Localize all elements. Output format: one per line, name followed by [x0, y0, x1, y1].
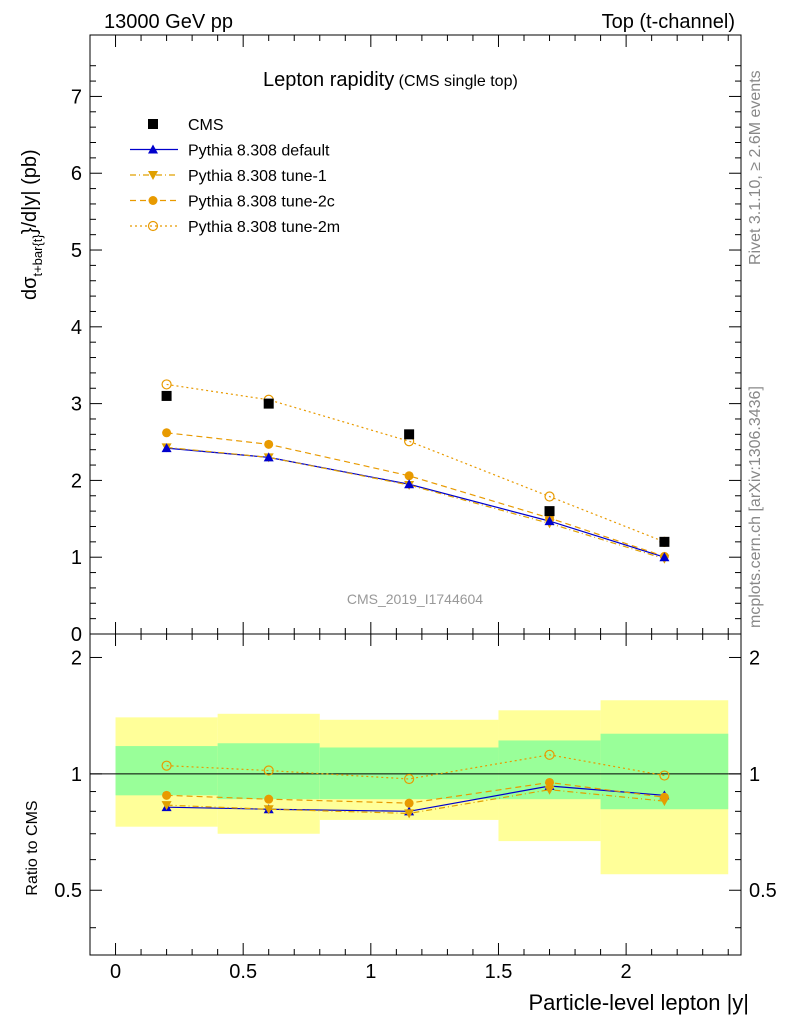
ratio-point — [545, 777, 555, 787]
legend-label: Pythia 8.308 tune-1 — [188, 168, 327, 185]
ratio-point — [404, 773, 415, 785]
legend-entry: Pythia 8.308 tune-1 — [130, 168, 327, 185]
series-line — [166, 447, 665, 558]
main-ylabel-rest: }/d|y| (pb) — [19, 149, 41, 234]
ratio-point — [161, 801, 172, 811]
series-line — [166, 446, 665, 560]
main-y-tick-label: 3 — [71, 394, 82, 416]
main-y-tick-label: 0 — [71, 624, 82, 646]
ratio-y-tick-label-right: 1 — [749, 764, 760, 786]
header-process-label: Top (t-channel) — [602, 11, 735, 33]
chart-title-main: Lepton rapidity — [263, 69, 394, 91]
legend-label: CMS — [188, 117, 224, 134]
data-point — [659, 536, 670, 547]
data-point — [263, 398, 274, 409]
chart-title: Lepton rapidity (CMS single top) — [263, 69, 518, 91]
legend-entry: Pythia 8.308 tune-2c — [130, 194, 335, 211]
mcplots-reference-label: mcplots.cern.ch [arXiv:1306.3436] — [747, 386, 764, 628]
main-y-tick-label: 7 — [71, 86, 82, 108]
main-ylabel: dσt+bar{t}}/d|y| (pb) — [19, 149, 45, 300]
legend-marker — [148, 171, 158, 180]
ratio-point — [162, 790, 172, 800]
ratio-stat-band — [319, 747, 499, 800]
ratio-x-tick-label: 0.5 — [229, 961, 257, 983]
ratio-point — [659, 792, 669, 802]
legend-label: Pythia 8.308 default — [188, 143, 330, 160]
ratio-point — [264, 794, 274, 804]
analysis-id-label: CMS_2019_I1744604 — [347, 591, 483, 607]
data-point — [161, 443, 172, 453]
ratio-point — [404, 798, 414, 808]
ratio-point — [263, 765, 274, 776]
ratio-plot-frame — [89, 633, 742, 956]
ratio-stat-band — [217, 743, 320, 800]
main-y-tick-label: 4 — [71, 317, 82, 339]
ratio-y-tick-label-right: 0.5 — [749, 880, 777, 902]
ratio-y-tick-label: 0.5 — [54, 880, 82, 902]
ratio-point — [544, 749, 555, 760]
data-point — [161, 390, 172, 401]
ratio-x-tick-label: 1 — [365, 961, 376, 983]
header-energy-label: 13000 GeV pp — [104, 11, 233, 33]
legend-marker — [147, 220, 159, 232]
data-point — [264, 439, 274, 449]
data-point — [544, 491, 555, 502]
main-y-tick-label: 6 — [71, 163, 82, 185]
legend-marker — [148, 144, 158, 154]
data-point — [404, 479, 415, 489]
data-point — [404, 429, 415, 440]
data-point — [162, 428, 172, 438]
legend-label: Pythia 8.308 tune-2m — [188, 219, 340, 236]
legend-entry: Pythia 8.308 default — [130, 143, 330, 160]
ratio-point — [161, 760, 172, 771]
ratio-x-tick-label: 0 — [110, 961, 121, 983]
ratio-y-tick-label-right: 2 — [749, 647, 760, 669]
data-point — [544, 506, 555, 517]
legend-entry: CMS — [148, 117, 224, 134]
ratio-y-tick-label: 1 — [71, 764, 82, 786]
ratio-point — [263, 805, 274, 815]
ratio-point — [659, 770, 670, 781]
legend-marker — [148, 196, 158, 205]
main-ylabel-symbol: dσ — [19, 276, 41, 300]
ratio-ylabel: Ratio to CMS — [24, 800, 41, 895]
ratio-x-tick-label: 1.5 — [485, 961, 513, 983]
main-y-tick-label: 1 — [71, 547, 82, 569]
chart-title-sub: (CMS single top) — [399, 73, 518, 90]
ratio-y-tick-label: 2 — [71, 647, 82, 669]
legend-entry: Pythia 8.308 tune-2m — [130, 219, 340, 236]
data-point — [161, 379, 172, 390]
main-y-tick-label: 5 — [71, 240, 82, 262]
ratio-series-line — [166, 789, 665, 815]
series-line — [166, 432, 665, 558]
rivet-version-label: Rivet 3.1.10, ≥ 2.6M events — [747, 70, 764, 265]
ratio-x-tick-label: 2 — [621, 961, 632, 983]
legend-marker — [148, 119, 158, 129]
main-ylabel-subscript: t+bar{t} — [30, 234, 45, 277]
legend-label: Pythia 8.308 tune-2c — [188, 194, 335, 211]
ratio-point — [404, 809, 415, 819]
ratio-point — [544, 785, 555, 795]
series-line — [166, 383, 665, 543]
data-point — [263, 452, 274, 462]
data-point — [659, 552, 670, 562]
data-point — [404, 471, 414, 481]
main-y-tick-label: 2 — [71, 470, 82, 492]
xaxis-title: Particle-level lepton |y| — [528, 990, 749, 1015]
data-point — [544, 516, 555, 526]
